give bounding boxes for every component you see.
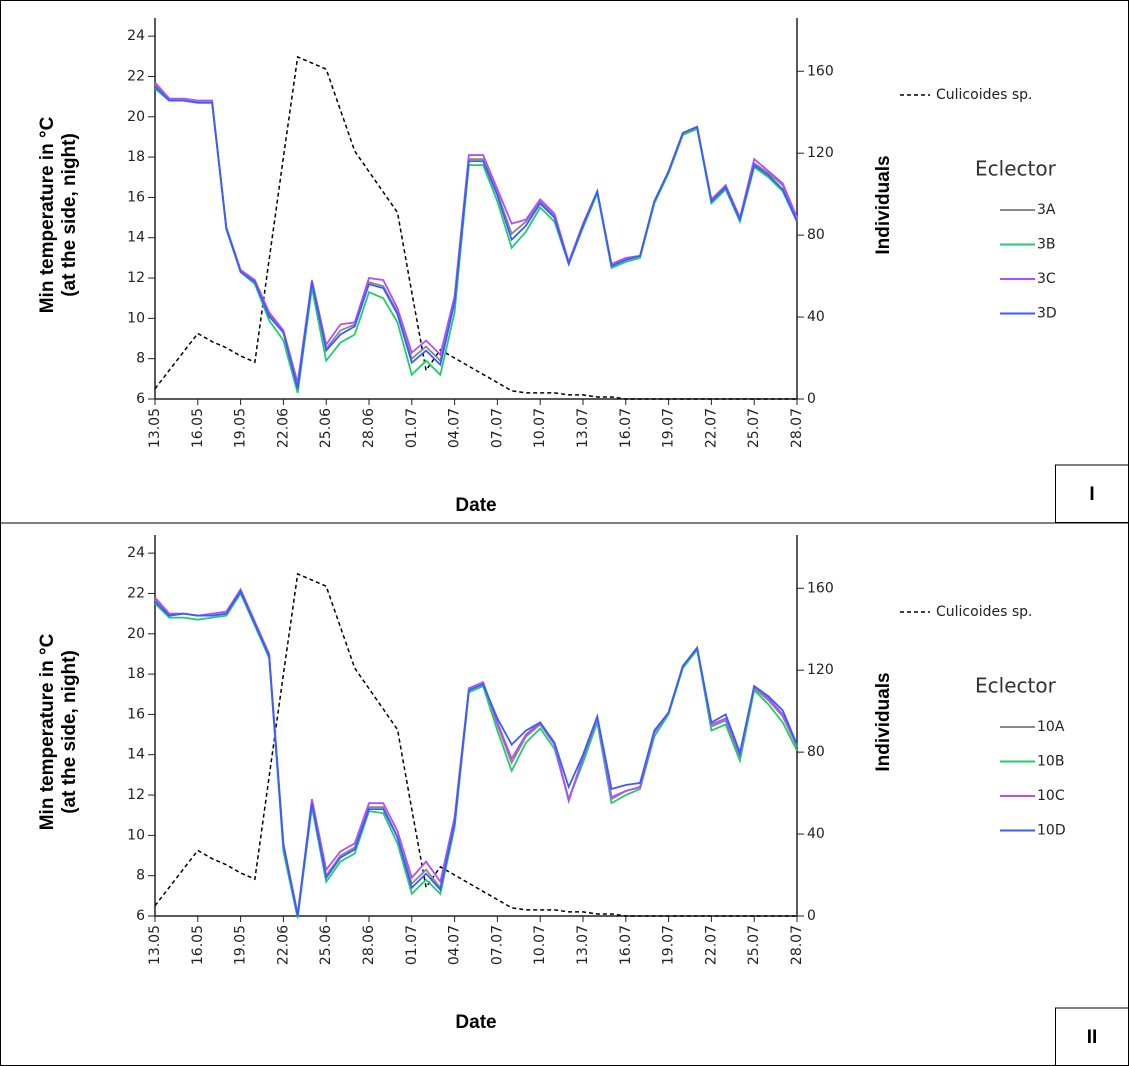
x-tick-label: 16.05: [190, 925, 206, 965]
x-tick-label: 25.07: [746, 408, 762, 448]
x-tick-label: 16.07: [618, 408, 634, 448]
x-tick-label: 16.07: [618, 925, 634, 965]
data-line: [154, 587, 798, 915]
y-axis-title: Min temperature in °C: [37, 116, 58, 313]
legend-label: 3A: [1037, 202, 1056, 218]
data-line: [154, 55, 797, 400]
x-tick-label: 19.05: [233, 925, 249, 965]
data-line: [154, 589, 798, 917]
y-tick-label: 20: [127, 109, 145, 125]
legend-label: 3B: [1037, 237, 1056, 253]
data-line: [154, 87, 798, 394]
panel-label: I: [1089, 484, 1094, 505]
panel-label-box: [1055, 1007, 1129, 1066]
y-axis-title: (at the side, night): [59, 133, 80, 297]
y2-axis-title: Individuals: [873, 155, 894, 254]
data-line: [154, 589, 798, 917]
y2-tick-label: 0: [807, 391, 816, 407]
x-tick-label: 28.07: [789, 408, 805, 448]
y-tick-label: 12: [127, 787, 145, 803]
y-tick-label: 10: [127, 827, 145, 843]
x-axis-title: Date: [455, 495, 496, 516]
y-tick-label: 18: [127, 666, 145, 682]
legend-label: Culicoides sp.: [936, 87, 1032, 103]
legend-label: 10C: [1037, 788, 1065, 804]
x-tick-label: 22.07: [703, 408, 719, 448]
x-tick-label: 16.05: [190, 408, 206, 448]
y2-tick-label: 40: [807, 826, 825, 842]
x-tick-label: 25.06: [318, 925, 334, 965]
y-tick-label: 22: [127, 68, 145, 84]
x-tick-label: 13.07: [575, 925, 591, 965]
legend-label: 10D: [1037, 823, 1066, 839]
legend-label: Culicoides sp.: [936, 604, 1032, 620]
x-tick-label: 22.06: [275, 408, 291, 448]
data-line: [154, 81, 798, 384]
y-tick-label: 14: [127, 230, 145, 246]
x-tick-label: 25.07: [746, 925, 762, 965]
y-axis-title: (at the side, night): [59, 650, 80, 814]
x-tick-label: 04.07: [447, 408, 463, 448]
y-axis-title: Min temperature in °C: [37, 633, 58, 830]
x-tick-label: 04.07: [447, 925, 463, 965]
x-tick-label: 28.06: [361, 925, 377, 965]
legend-label: 3D: [1037, 306, 1057, 322]
y-tick-label: 24: [127, 545, 145, 561]
y2-tick-label: 160: [807, 580, 834, 596]
x-tick-label: 19.07: [661, 408, 677, 448]
y-tick-label: 18: [127, 149, 145, 165]
y-tick-label: 24: [127, 28, 145, 44]
legend-label: 10A: [1037, 719, 1065, 735]
y-tick-label: 16: [127, 706, 145, 722]
y2-tick-label: 0: [807, 908, 816, 924]
y2-tick-label: 160: [807, 63, 834, 79]
y-tick-label: 8: [136, 351, 145, 367]
x-tick-label: 19.07: [661, 925, 677, 965]
x-tick-label: 13.07: [575, 408, 591, 448]
x-tick-label: 28.06: [361, 408, 377, 448]
x-tick-label: 25.06: [318, 408, 334, 448]
x-tick-label: 28.07: [789, 925, 805, 965]
x-tick-label: 10.07: [532, 408, 548, 448]
legend-title: Eclector: [975, 157, 1057, 181]
data-line: [154, 85, 798, 390]
y-tick-label: 12: [127, 270, 145, 286]
data-line: [154, 572, 797, 917]
y-tick-label: 6: [136, 908, 145, 924]
data-line: [154, 83, 798, 388]
panel-label: II: [1087, 1027, 1098, 1048]
y-tick-label: 8: [136, 868, 145, 884]
x-tick-label: 22.06: [275, 925, 291, 965]
y2-tick-label: 40: [807, 309, 825, 325]
y2-tick-label: 120: [807, 662, 834, 678]
y-tick-label: 16: [127, 189, 145, 205]
y2-tick-label: 120: [807, 145, 834, 161]
y2-tick-label: 80: [807, 227, 825, 243]
x-axis-title: Date: [455, 1012, 496, 1033]
x-tick-label: 07.07: [489, 925, 505, 965]
panel-label-box: [1055, 464, 1129, 523]
y2-axis-title: Individuals: [873, 672, 894, 771]
y-tick-label: 20: [127, 626, 145, 642]
x-tick-label: 01.07: [404, 925, 420, 965]
x-tick-label: 13.05: [147, 408, 163, 448]
y2-tick-label: 80: [807, 744, 825, 760]
legend-title: Eclector: [975, 674, 1057, 698]
x-tick-label: 22.07: [703, 925, 719, 965]
x-tick-label: 10.07: [532, 925, 548, 965]
x-tick-label: 07.07: [489, 408, 505, 448]
x-tick-label: 13.05: [147, 925, 163, 965]
y-tick-label: 22: [127, 585, 145, 601]
y-tick-label: 6: [136, 391, 145, 407]
y-tick-label: 14: [127, 747, 145, 763]
x-tick-label: 19.05: [233, 408, 249, 448]
y-tick-label: 10: [127, 310, 145, 326]
legend-label: 3C: [1037, 271, 1056, 287]
data-line: [154, 591, 798, 919]
legend-label: 10B: [1037, 754, 1064, 770]
x-tick-label: 01.07: [404, 408, 420, 448]
